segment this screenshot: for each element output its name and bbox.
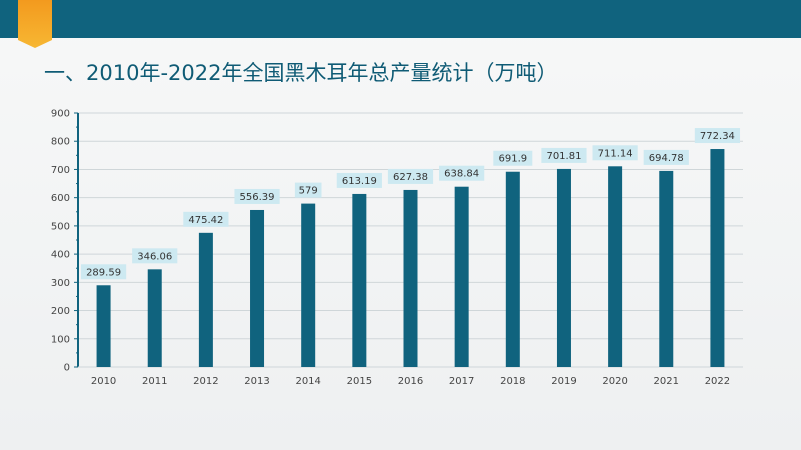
- bar: [352, 193, 367, 367]
- data-label-bg: [80, 264, 127, 280]
- bar: [250, 209, 265, 367]
- bar: [505, 171, 520, 367]
- bar: [198, 232, 213, 367]
- bar: [454, 186, 469, 367]
- data-labels: 289.59 346.06 475.42 556.39 579 613.19 627.38 6…: [80, 128, 741, 280]
- x-tick-label: 2015: [347, 376, 372, 387]
- data-label-bg: [387, 168, 434, 184]
- data-label-bg: [643, 149, 689, 165]
- x-tick-label: 2017: [449, 376, 474, 387]
- data-label-bg: [132, 248, 178, 264]
- data-label: 475.42: [188, 215, 223, 226]
- y-tick-label: 500: [51, 221, 70, 232]
- data-label: 556.39: [240, 192, 275, 203]
- x-tick-label: 2021: [654, 376, 679, 387]
- y-tick-label: 900: [51, 109, 70, 120]
- y-tick-label: 200: [51, 306, 70, 317]
- x-tick-label: 2012: [193, 376, 218, 387]
- x-tick-label: 2018: [500, 376, 525, 387]
- x-tick-label: 2010: [91, 376, 116, 387]
- y-tick-label: 400: [51, 250, 70, 261]
- data-label-bg: [336, 172, 382, 188]
- bar: [147, 269, 162, 367]
- data-label: 638.84: [444, 169, 479, 180]
- y-tick-label: 700: [51, 165, 70, 176]
- data-label-bg: [234, 188, 280, 204]
- data-label: 711.14: [598, 148, 633, 159]
- x-tick-label: 2020: [602, 376, 627, 387]
- bar: [556, 168, 571, 367]
- x-tick-label: 2019: [551, 376, 576, 387]
- bar: [710, 149, 725, 367]
- data-label: 579: [299, 186, 318, 197]
- bar: [659, 170, 674, 367]
- y-tick-label: 600: [51, 193, 70, 204]
- x-tick-label: 2014: [295, 376, 320, 387]
- data-label-bg: [694, 128, 741, 144]
- bars: [96, 149, 725, 367]
- bar: [403, 189, 418, 367]
- data-label: 772.34: [700, 131, 735, 142]
- y-axis: 0 100 200 300 400 500 600 700 800 900: [51, 109, 743, 374]
- x-tick-label: 2013: [244, 376, 269, 387]
- data-label-bg: [541, 147, 587, 163]
- bookmark-ribbon-icon: [18, 0, 52, 48]
- bar: [96, 285, 111, 367]
- x-tick-label: 2022: [705, 376, 730, 387]
- x-tick-label: 2016: [398, 376, 423, 387]
- header-bar: [0, 0, 801, 38]
- data-label: 346.06: [137, 251, 172, 262]
- data-label: 701.81: [546, 151, 581, 162]
- x-axis-ticks: 2010 2011 2012 2013 2014 2015 2016 2017 2018 2019…: [91, 376, 730, 387]
- x-tick-label: 2011: [142, 376, 167, 387]
- y-tick-label: 800: [51, 137, 70, 148]
- y-tick-label: 100: [51, 334, 70, 345]
- data-label: 613.19: [342, 176, 377, 187]
- page-title: 一、2010年-2022年全国黑木耳年总产量统计（万吨）: [44, 61, 558, 85]
- y-tick-label: 300: [51, 278, 70, 289]
- bar: [301, 203, 316, 367]
- data-label: 691.9: [498, 154, 527, 165]
- bar: [608, 166, 623, 367]
- data-label-bg: [493, 150, 533, 166]
- data-label-bg: [592, 145, 638, 161]
- data-label: 289.59: [86, 267, 121, 278]
- y-tick-label: 0: [64, 363, 70, 374]
- data-label-bg: [294, 182, 322, 198]
- data-label-bg: [183, 211, 229, 227]
- data-label: 694.78: [649, 153, 684, 164]
- data-label-bg: [439, 165, 485, 181]
- data-label: 627.38: [393, 172, 428, 183]
